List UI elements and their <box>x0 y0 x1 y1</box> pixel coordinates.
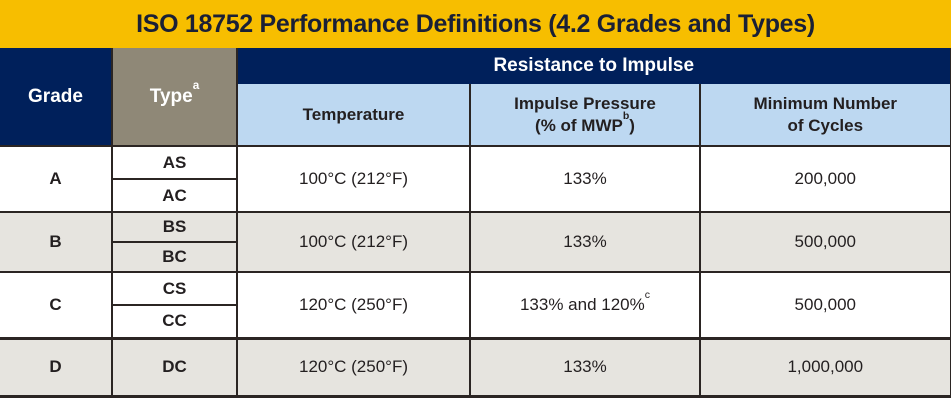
type-cell: DC <box>111 336 238 398</box>
performance-table: Grade Typea Resistance to Impulse Temper… <box>0 48 951 398</box>
impulse-cell: 133% <box>469 336 701 398</box>
min-cycles-column-header: Minimum Number of Cycles <box>698 84 951 147</box>
impulse-cell: 133% <box>469 211 701 273</box>
cycles-cell: 500,000 <box>698 271 951 339</box>
table-row-d: D DC 120°C (250°F) 133% 1,000,000 <box>0 336 951 398</box>
type-cell: BC <box>111 241 238 273</box>
table-row-a2: AC <box>0 178 951 213</box>
type-cell: AC <box>111 178 238 213</box>
table-row-a: A AS 100°C (212°F) 133% 200,000 <box>0 145 951 213</box>
page-title: ISO 18752 Performance Definitions (4.2 G… <box>136 9 815 38</box>
footnote-a-marker: a <box>192 78 200 92</box>
table-row-c: C CS 120°C (250°F) 133% and 120%c 500,00… <box>0 271 951 339</box>
temperature-cell: 100°C (212°F) <box>236 145 471 213</box>
footnote-b-marker: b <box>622 110 630 123</box>
temperature-column-header: Temperature <box>236 84 471 147</box>
type-cell: AS <box>111 145 238 180</box>
cycles-cell: 1,000,000 <box>698 336 951 398</box>
footnote-c-marker: c <box>644 289 651 302</box>
grade-cell: A <box>0 145 113 213</box>
grade-cell: D <box>0 336 113 398</box>
resistance-group-header: Resistance to Impulse <box>235 48 951 84</box>
grade-cell: C <box>0 271 113 339</box>
table-row-b: B BS 100°C (212°F) 133% 500,000 <box>0 211 951 273</box>
impulse-cell: 133% and 120%c <box>469 271 701 339</box>
table-row-c2: CC <box>0 304 951 339</box>
type-column-header: Typea <box>111 48 238 147</box>
temperature-cell: 120°C (250°F) <box>236 336 471 398</box>
type-cell: BS <box>111 211 238 243</box>
temperature-cell: 100°C (212°F) <box>236 211 471 273</box>
impulse-cell: 133% <box>469 145 701 213</box>
type-cell: CS <box>111 271 238 306</box>
grade-cell: B <box>0 211 113 273</box>
type-cell: CC <box>111 304 238 339</box>
cycles-cell: 200,000 <box>698 145 951 213</box>
table-row-b2: BC <box>0 241 951 273</box>
temperature-cell: 120°C (250°F) <box>236 271 471 339</box>
grade-column-header: Grade <box>0 48 113 147</box>
cycles-cell: 500,000 <box>698 211 951 273</box>
impulse-pressure-column-header: Impulse Pressure (% of MWPb) <box>469 84 701 147</box>
title-bar: ISO 18752 Performance Definitions (4.2 G… <box>0 0 951 48</box>
